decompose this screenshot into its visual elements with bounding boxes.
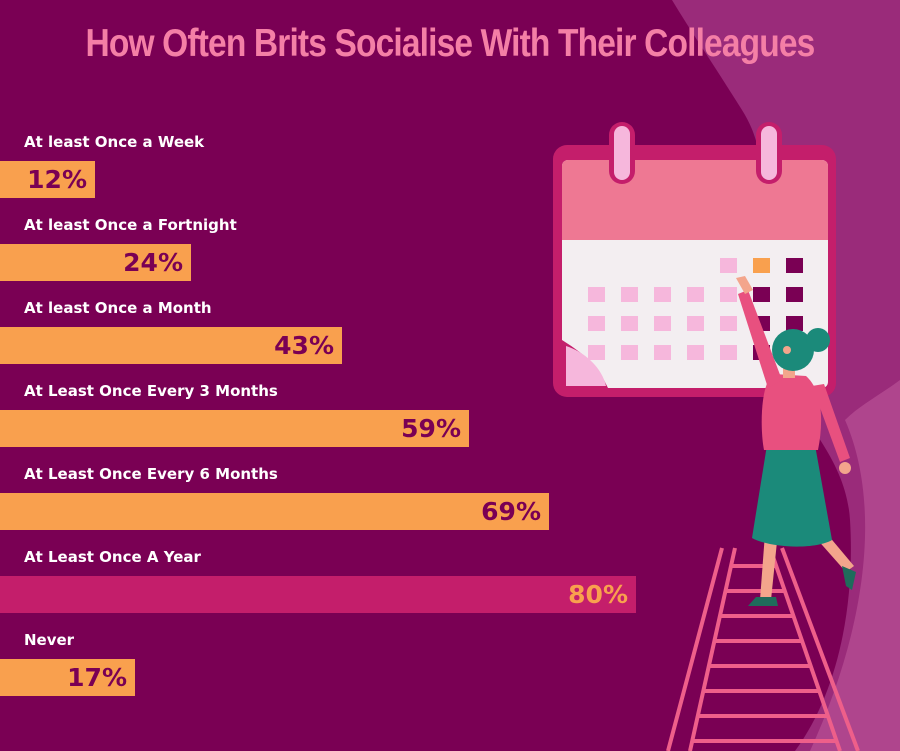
calendar-day-cell	[621, 316, 638, 331]
calendar-day-grid	[588, 258, 803, 360]
category-label: At least Once a Week	[24, 133, 205, 151]
category-label: At least Once a Fortnight	[24, 216, 237, 234]
category-label: At Least Once A Year	[24, 548, 201, 566]
bar-value-label: 12%	[27, 165, 87, 194]
calendar-day-cell	[753, 258, 770, 273]
calendar-day-cell	[654, 287, 671, 302]
category-label: Never	[24, 631, 75, 649]
bar-value-label: 17%	[67, 663, 127, 692]
calendar-day-cell	[621, 345, 638, 360]
calendar-day-cell	[720, 258, 737, 273]
calendar-day-cell	[588, 345, 605, 360]
bar	[0, 244, 191, 281]
calendar-day-cell	[588, 287, 605, 302]
bar	[0, 659, 135, 696]
bar-value-label: 69%	[481, 497, 541, 526]
calendar-day-cell	[654, 316, 671, 331]
bar	[0, 576, 636, 613]
calendar-day-cell	[786, 316, 803, 331]
calendar-day-cell	[687, 287, 704, 302]
calendar-day-cell	[687, 316, 704, 331]
calendar-day-cell	[621, 287, 638, 302]
category-label: At least Once a Month	[24, 299, 212, 317]
calendar-day-cell	[720, 345, 737, 360]
bar-value-label: 24%	[123, 248, 183, 277]
chart-title: How Often Brits Socialise With Their Col…	[85, 22, 816, 65]
category-label: At Least Once Every 3 Months	[24, 382, 278, 400]
calendar-day-cell	[720, 287, 737, 302]
calendar-day-cell	[786, 287, 803, 302]
bar	[0, 493, 549, 530]
calendar-day-cell	[588, 316, 605, 331]
bar-value-label: 43%	[274, 331, 334, 360]
bar	[0, 327, 342, 364]
ladder-icon	[666, 547, 860, 751]
bar-value-label: 59%	[401, 414, 461, 443]
bar-value-label: 80%	[568, 580, 628, 609]
woman-on-ladder	[736, 276, 856, 606]
calendar-day-cell	[687, 345, 704, 360]
calendar-day-cell	[786, 258, 803, 273]
calendar-day-cell	[753, 287, 770, 302]
category-label: At Least Once Every 6 Months	[24, 465, 278, 483]
calendar-day-cell	[654, 345, 671, 360]
bar	[0, 410, 469, 447]
background-wave-light	[810, 380, 900, 751]
calendar-day-cell	[720, 316, 737, 331]
bar	[0, 161, 95, 198]
